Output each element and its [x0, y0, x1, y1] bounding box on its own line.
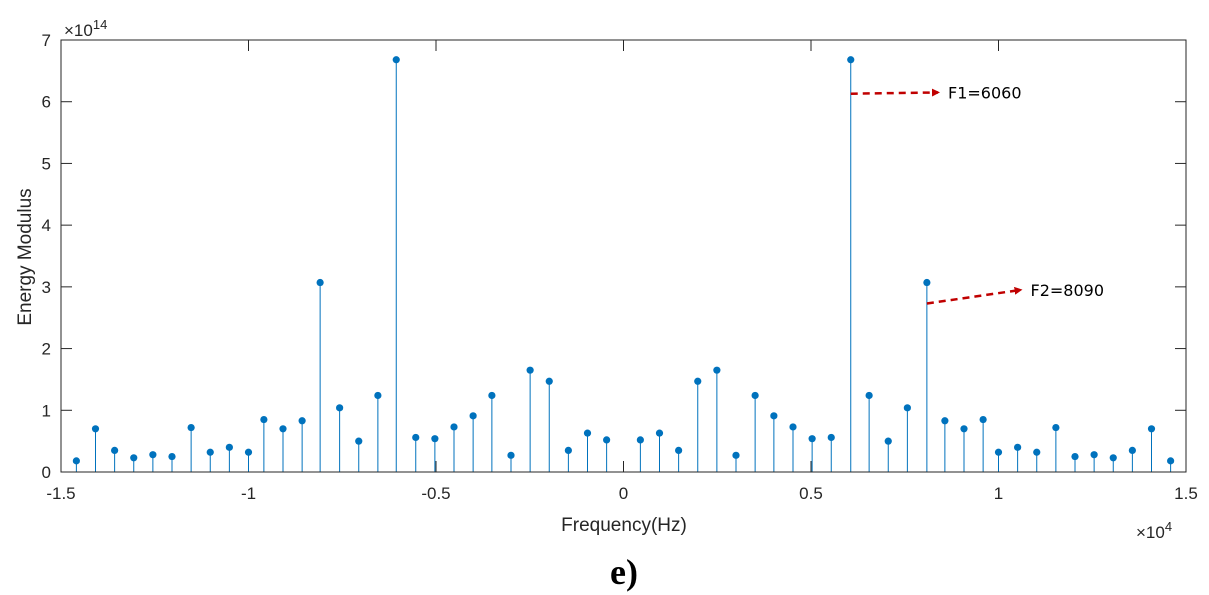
stem-marker [960, 425, 968, 433]
stem-marker [583, 429, 592, 437]
y-tick-label: 7 [42, 31, 51, 50]
x-tick-label: 1 [994, 484, 1003, 503]
stem-marker [392, 56, 400, 64]
y-tick-label: 0 [42, 463, 51, 482]
stem-marker [789, 423, 797, 431]
x-tick-label: -1 [241, 484, 256, 503]
stem-marker [884, 437, 892, 445]
y-tick-label: 6 [42, 93, 51, 112]
stem-marker [149, 451, 157, 459]
stem-marker [260, 415, 268, 424]
stem-marker [431, 435, 439, 443]
x-tick-label: -1.5 [46, 484, 75, 503]
stem-marker [206, 448, 214, 456]
annotations: F1=6060 F2=8090 [850, 83, 1105, 305]
y-tick-label: 3 [42, 278, 51, 297]
y-tick-label: 1 [42, 401, 51, 420]
y-tick-label: 5 [42, 154, 51, 173]
stem-marker [941, 417, 949, 425]
stem-marker [655, 429, 664, 437]
stem-marker [1090, 451, 1098, 459]
stem-marker [713, 366, 721, 374]
stem-marker [91, 425, 100, 433]
y-axis-exponent: ×1014 [64, 17, 107, 40]
stem-marker [111, 446, 119, 454]
stem-series [72, 56, 1175, 472]
stem-marker [279, 425, 287, 433]
stem-marker [1128, 446, 1136, 454]
stem-marker [827, 433, 835, 442]
stem-marker [355, 437, 363, 445]
stem-marker [412, 433, 420, 442]
stem-marker [374, 391, 382, 400]
stem-marker [1052, 423, 1060, 432]
stem-marker [636, 436, 644, 444]
y-tick-label: 2 [42, 340, 51, 359]
x-axis-exponent: ×104 [1136, 519, 1172, 542]
y-axis-title: Energy Modulus [15, 188, 36, 325]
annotation-arrow [850, 88, 940, 97]
plot-area-border [60, 39, 1187, 473]
y-tick-label: 4 [42, 216, 51, 235]
stem-marker [298, 417, 306, 425]
stem-marker [808, 435, 816, 443]
stem-marker [1071, 452, 1079, 461]
x-tick-label: 0.5 [799, 484, 823, 503]
x-tick-label: 1.5 [1174, 484, 1198, 503]
x-tick-labels: -1.5 -1 -0.5 0 0.5 1 1.5 [46, 484, 1197, 503]
stem-marker [751, 391, 759, 400]
stem-marker [450, 423, 458, 431]
stem-marker [923, 278, 931, 287]
axis-ticks [60, 39, 1187, 473]
panel-label: e) [610, 552, 638, 592]
stem-marker [545, 377, 553, 385]
stem-marker [1014, 443, 1022, 451]
stem-marker [187, 423, 195, 432]
stem-marker [770, 412, 778, 420]
stem-marker [1033, 448, 1041, 456]
stem-marker [526, 366, 534, 374]
stem-marker [130, 454, 138, 462]
annotation-label: F1=6060 [948, 83, 1022, 102]
stem-marker [675, 446, 683, 454]
stem-marker [732, 451, 740, 459]
stem-marker [336, 404, 344, 412]
stem-marker [244, 448, 253, 456]
stem-marker [316, 278, 324, 287]
stem-marker [564, 446, 572, 454]
stem-marker [847, 56, 855, 64]
stem-marker [507, 451, 515, 459]
y-tick-labels: 0 1 2 3 4 5 6 7 [42, 31, 51, 482]
stem-marker [168, 452, 176, 461]
stem-marker [1109, 454, 1117, 462]
stem-marker [1147, 425, 1156, 433]
x-tick-label: 0 [619, 484, 628, 503]
stem-marker [488, 391, 496, 400]
stem-marker [903, 404, 911, 412]
stem-marker [979, 415, 987, 424]
stem-marker [469, 412, 477, 420]
stem-marker [72, 457, 80, 465]
stem-marker [603, 436, 611, 444]
stem-marker [225, 443, 233, 451]
annotation-arrow [926, 286, 1023, 305]
x-tick-label: -0.5 [421, 484, 450, 503]
x-axis-title: Frequency(Hz) [561, 515, 687, 536]
stem-marker [994, 448, 1003, 456]
stem-marker [694, 377, 702, 385]
stem-marker [1167, 457, 1175, 465]
stem-marker [865, 391, 873, 400]
annotation-label: F2=8090 [1031, 281, 1105, 300]
